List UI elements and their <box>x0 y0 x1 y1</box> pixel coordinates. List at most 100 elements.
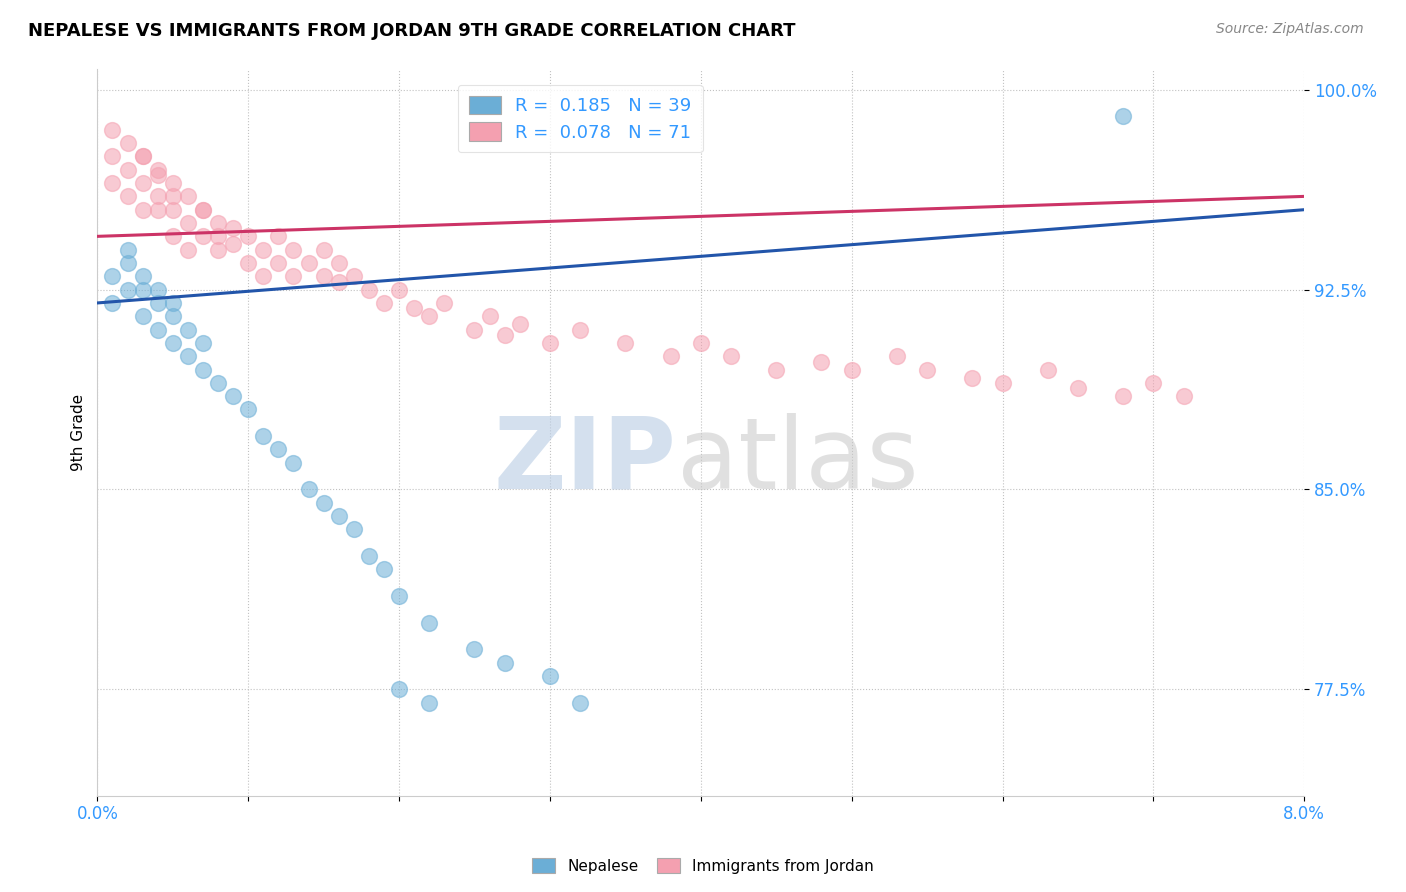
Point <box>915 362 938 376</box>
Point <box>388 682 411 697</box>
Point <box>1112 389 1135 403</box>
Point <box>117 256 139 270</box>
Point <box>328 275 350 289</box>
Point <box>117 136 139 150</box>
Point <box>117 243 139 257</box>
Point <box>177 189 200 203</box>
Point <box>1142 376 1164 390</box>
Point <box>418 310 440 324</box>
Point <box>162 310 184 324</box>
Point <box>357 549 380 563</box>
Point <box>222 221 245 235</box>
Point <box>283 243 305 257</box>
Point <box>207 216 229 230</box>
Point <box>162 229 184 244</box>
Point <box>267 229 290 244</box>
Point <box>131 283 153 297</box>
Point <box>146 202 169 217</box>
Point <box>463 322 485 336</box>
Point <box>418 615 440 630</box>
Point <box>252 269 274 284</box>
Point <box>131 269 153 284</box>
Point <box>312 243 335 257</box>
Point <box>509 318 531 332</box>
Point <box>569 322 592 336</box>
Legend: R =  0.185   N = 39, R =  0.078   N = 71: R = 0.185 N = 39, R = 0.078 N = 71 <box>458 85 703 153</box>
Point <box>538 335 561 350</box>
Point <box>162 189 184 203</box>
Point <box>191 229 214 244</box>
Point <box>146 162 169 177</box>
Point <box>689 335 711 350</box>
Point <box>1112 110 1135 124</box>
Point <box>614 335 637 350</box>
Point <box>328 256 350 270</box>
Point <box>267 442 290 457</box>
Point <box>177 216 200 230</box>
Point <box>131 149 153 163</box>
Point <box>494 656 516 670</box>
Point <box>810 354 832 368</box>
Point <box>659 349 682 363</box>
Point <box>328 509 350 524</box>
Point <box>538 669 561 683</box>
Point <box>146 189 169 203</box>
Point <box>283 269 305 284</box>
Point <box>238 402 260 417</box>
Point <box>418 696 440 710</box>
Point <box>478 310 501 324</box>
Point <box>131 149 153 163</box>
Point <box>207 229 229 244</box>
Point <box>433 296 456 310</box>
Text: atlas: atlas <box>676 413 918 509</box>
Point <box>101 176 124 190</box>
Point <box>252 429 274 443</box>
Point <box>146 296 169 310</box>
Point <box>373 562 395 576</box>
Point <box>101 269 124 284</box>
Text: ZIP: ZIP <box>494 413 676 509</box>
Point <box>117 189 139 203</box>
Point <box>222 389 245 403</box>
Point <box>191 202 214 217</box>
Text: Source: ZipAtlas.com: Source: ZipAtlas.com <box>1216 22 1364 37</box>
Point <box>191 202 214 217</box>
Text: NEPALESE VS IMMIGRANTS FROM JORDAN 9TH GRADE CORRELATION CHART: NEPALESE VS IMMIGRANTS FROM JORDAN 9TH G… <box>28 22 796 40</box>
Point <box>101 123 124 137</box>
Point <box>569 696 592 710</box>
Point <box>494 327 516 342</box>
Point <box>312 496 335 510</box>
Point <box>191 335 214 350</box>
Point <box>177 243 200 257</box>
Point <box>404 301 426 316</box>
Point <box>841 362 863 376</box>
Point <box>297 483 319 497</box>
Point <box>297 256 319 270</box>
Point <box>191 362 214 376</box>
Point <box>373 296 395 310</box>
Point <box>886 349 908 363</box>
Point <box>177 322 200 336</box>
Point <box>388 283 411 297</box>
Point <box>238 229 260 244</box>
Point <box>101 149 124 163</box>
Point <box>312 269 335 284</box>
Point <box>1173 389 1195 403</box>
Point <box>388 589 411 603</box>
Point <box>343 269 366 284</box>
Point <box>343 522 366 536</box>
Point <box>131 310 153 324</box>
Legend: Nepalese, Immigrants from Jordan: Nepalese, Immigrants from Jordan <box>526 852 880 880</box>
Point <box>207 376 229 390</box>
Point <box>162 176 184 190</box>
Point <box>283 456 305 470</box>
Point <box>146 168 169 182</box>
Y-axis label: 9th Grade: 9th Grade <box>72 393 86 471</box>
Point <box>117 283 139 297</box>
Point <box>765 362 787 376</box>
Point <box>101 296 124 310</box>
Point <box>131 176 153 190</box>
Point <box>252 243 274 257</box>
Point <box>117 162 139 177</box>
Point <box>146 283 169 297</box>
